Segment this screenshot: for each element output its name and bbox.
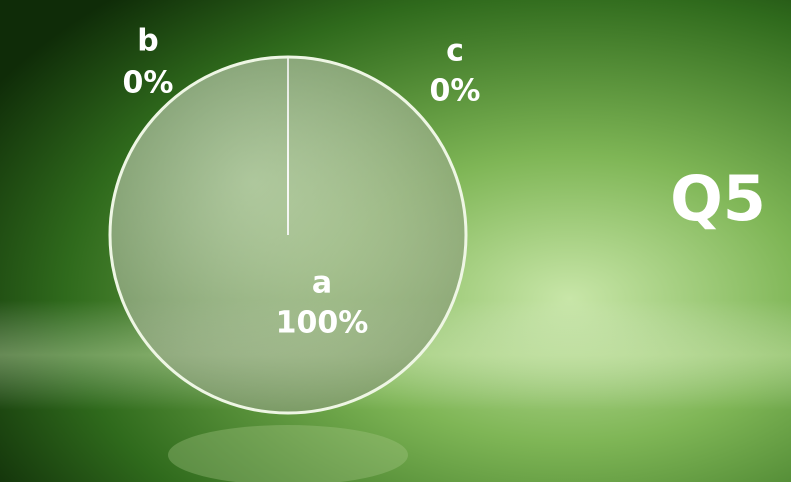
chart-title: Q5 [670,162,766,235]
slice-category: c [446,34,464,69]
slice-value-label: 0% [430,74,481,109]
globe-reflection [168,425,408,482]
slice-category: a [312,266,332,301]
labels: a 100% b 0% c 0% [123,24,481,341]
globe-rim [108,55,468,415]
slice-value-label: 100% [276,306,369,341]
slice-category: b [137,24,158,59]
slice-value-label: 0% [123,66,174,101]
